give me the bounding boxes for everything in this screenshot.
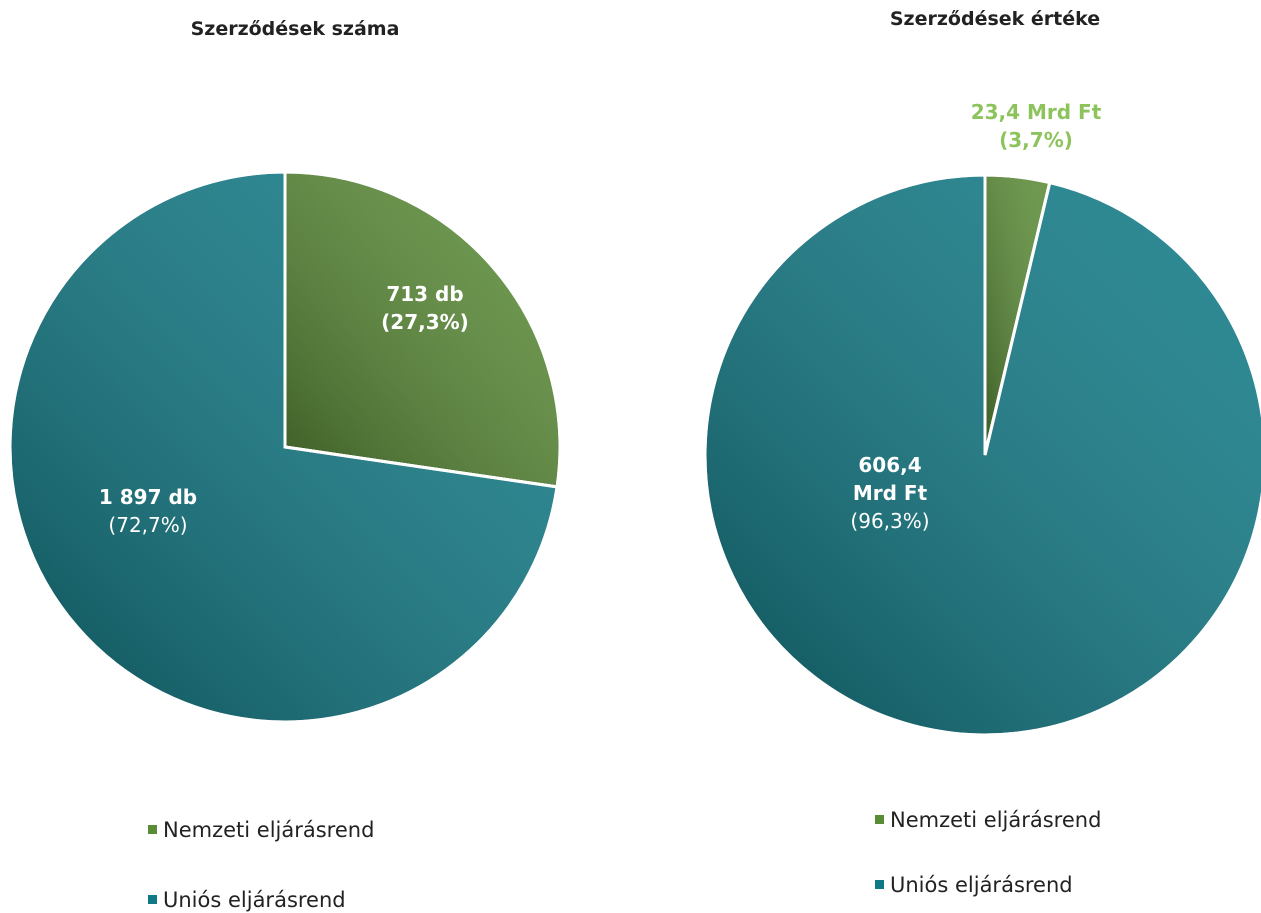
legend-swatch	[875, 814, 884, 824]
legend-swatch	[148, 824, 157, 834]
legend-swatch	[875, 879, 884, 889]
slice-shade	[283, 170, 562, 489]
legend-swatch	[148, 894, 157, 904]
percent-label: (96,3%)	[850, 509, 930, 533]
value-label: 23,4 Mrd Ft	[970, 100, 1102, 124]
chart-title: Szerződések értéke	[889, 8, 1101, 30]
percent-label: (27,3%)	[381, 310, 469, 334]
legend-item: Nemzeti eljárásrend	[875, 808, 1101, 832]
legend-label: Nemzeti eljárásrend	[890, 808, 1102, 832]
value-label: 713 db	[386, 282, 464, 306]
slice-shade	[703, 173, 1261, 737]
legend-item: Uniós eljárásrend	[875, 873, 1073, 897]
value-label: 606,4 Mrd Ft	[852, 453, 928, 505]
value-label: 1 897 db	[98, 485, 198, 509]
legend-label: Uniós eljárásrend	[890, 873, 1073, 897]
percent-label: (72,7%)	[108, 513, 188, 537]
legend-item: Nemzeti eljárásrend	[148, 818, 374, 842]
chart-title: Szerződések száma	[190, 18, 400, 40]
percent-label: (3,7%)	[999, 128, 1073, 152]
legend-item: Uniós eljárásrend	[148, 888, 346, 912]
legend-label: Uniós eljárásrend	[163, 888, 346, 912]
slice-shade	[8, 170, 559, 724]
legend-label: Nemzeti eljárásrend	[163, 818, 375, 842]
